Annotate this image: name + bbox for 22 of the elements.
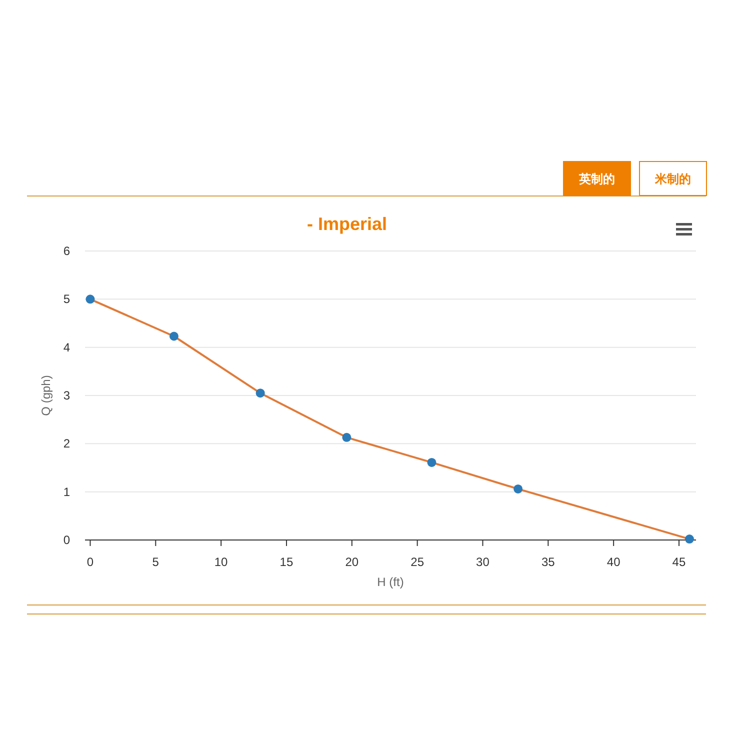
y-tick-label: 4 xyxy=(63,340,70,354)
y-tick-label: 2 xyxy=(63,436,70,451)
x-tick-label: 5 xyxy=(152,555,160,569)
x-tick-label: 10 xyxy=(214,555,228,569)
x-tick-label: 35 xyxy=(541,555,556,569)
text: 米制的 xyxy=(654,172,691,186)
x-tick-label: 45 xyxy=(672,555,686,569)
x-tick-label: 40 xyxy=(606,555,621,569)
x-tick-label: 25 xyxy=(410,555,424,569)
chart-title: - Imperial xyxy=(306,214,388,234)
text: 英制的 xyxy=(578,172,615,186)
x-tick-label: 30 xyxy=(476,555,490,569)
y-tick-label: 1 xyxy=(63,484,70,499)
y-tick-label: 3 xyxy=(63,388,70,402)
x-tick-label: 15 xyxy=(280,555,294,569)
y-tick-label: 0 xyxy=(63,533,70,547)
x-tick-label: 0 xyxy=(86,555,94,569)
y-tick-label: 6 xyxy=(63,244,70,258)
y-axis-title: Q (gph) xyxy=(39,375,53,416)
y-tick-label: 5 xyxy=(63,292,70,306)
x-tick-label: 20 xyxy=(345,555,359,569)
x-axis-title: H (ft) xyxy=(377,575,404,589)
